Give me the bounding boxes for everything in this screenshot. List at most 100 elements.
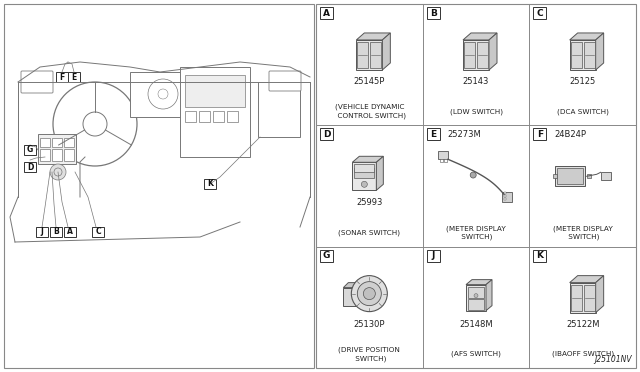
Text: 25125: 25125 — [570, 77, 596, 86]
Circle shape — [351, 276, 387, 312]
Text: 25143: 25143 — [463, 77, 489, 86]
Text: (IBAOFF SWITCH): (IBAOFF SWITCH) — [552, 351, 614, 357]
FancyBboxPatch shape — [320, 7, 333, 19]
FancyBboxPatch shape — [356, 40, 382, 70]
FancyBboxPatch shape — [269, 71, 301, 91]
FancyBboxPatch shape — [584, 285, 595, 311]
Polygon shape — [356, 33, 390, 40]
FancyBboxPatch shape — [584, 42, 595, 68]
Circle shape — [357, 282, 381, 306]
FancyBboxPatch shape — [438, 151, 448, 159]
Text: (DRIVE POSITION
 SWITCH): (DRIVE POSITION SWITCH) — [339, 346, 400, 362]
Polygon shape — [486, 280, 492, 311]
FancyBboxPatch shape — [64, 138, 74, 147]
Text: (LDW SWITCH): (LDW SWITCH) — [449, 108, 502, 115]
FancyBboxPatch shape — [40, 138, 50, 147]
FancyBboxPatch shape — [180, 67, 250, 157]
Polygon shape — [570, 276, 604, 283]
FancyBboxPatch shape — [64, 227, 76, 237]
FancyBboxPatch shape — [464, 42, 475, 68]
FancyBboxPatch shape — [570, 283, 596, 312]
FancyBboxPatch shape — [4, 4, 314, 368]
Text: 24B24P: 24B24P — [554, 130, 586, 139]
Text: (DCA SWITCH): (DCA SWITCH) — [557, 108, 609, 115]
Text: (SONAR SWITCH): (SONAR SWITCH) — [339, 230, 401, 236]
Text: A: A — [67, 228, 73, 237]
FancyBboxPatch shape — [440, 159, 443, 162]
Text: K: K — [207, 180, 213, 189]
FancyBboxPatch shape — [557, 168, 582, 184]
Text: F: F — [537, 130, 543, 139]
Text: 25148M: 25148M — [459, 320, 493, 329]
Text: 25122M: 25122M — [566, 320, 600, 329]
Text: (METER DISPLAY
 SWITCH): (METER DISPLAY SWITCH) — [553, 225, 612, 240]
Text: G: G — [27, 145, 33, 154]
FancyBboxPatch shape — [371, 42, 381, 68]
Text: (METER DISPLAY
 SWITCH): (METER DISPLAY SWITCH) — [446, 225, 506, 240]
FancyBboxPatch shape — [320, 128, 333, 140]
FancyBboxPatch shape — [92, 227, 104, 237]
FancyBboxPatch shape — [258, 82, 300, 137]
Text: F: F — [60, 73, 65, 81]
Text: D: D — [27, 163, 33, 171]
FancyBboxPatch shape — [502, 192, 512, 202]
FancyBboxPatch shape — [199, 111, 210, 122]
FancyBboxPatch shape — [571, 42, 582, 68]
FancyBboxPatch shape — [185, 111, 196, 122]
Text: 25130P: 25130P — [353, 320, 385, 329]
FancyBboxPatch shape — [533, 7, 547, 19]
FancyBboxPatch shape — [504, 195, 506, 197]
FancyBboxPatch shape — [204, 179, 216, 189]
Text: J: J — [431, 251, 435, 260]
FancyBboxPatch shape — [40, 149, 50, 161]
FancyBboxPatch shape — [353, 162, 376, 190]
FancyBboxPatch shape — [343, 288, 359, 306]
FancyBboxPatch shape — [468, 287, 484, 298]
Polygon shape — [463, 33, 497, 40]
Circle shape — [474, 294, 478, 298]
Polygon shape — [489, 33, 497, 70]
Text: J: J — [40, 228, 44, 237]
FancyBboxPatch shape — [357, 42, 369, 68]
FancyBboxPatch shape — [185, 75, 245, 107]
FancyBboxPatch shape — [355, 168, 374, 178]
FancyBboxPatch shape — [504, 198, 506, 200]
FancyBboxPatch shape — [52, 149, 62, 161]
Circle shape — [470, 172, 476, 178]
Text: A: A — [323, 9, 330, 17]
Polygon shape — [343, 283, 364, 288]
FancyBboxPatch shape — [444, 159, 447, 162]
FancyBboxPatch shape — [64, 149, 74, 161]
FancyBboxPatch shape — [355, 164, 374, 172]
FancyBboxPatch shape — [68, 72, 80, 82]
FancyBboxPatch shape — [533, 250, 547, 262]
Polygon shape — [596, 33, 604, 70]
FancyBboxPatch shape — [463, 40, 489, 70]
FancyBboxPatch shape — [24, 162, 36, 172]
Text: C: C — [536, 9, 543, 17]
Text: E: E — [72, 73, 77, 81]
Text: B: B — [53, 228, 59, 237]
FancyBboxPatch shape — [427, 7, 440, 19]
FancyBboxPatch shape — [50, 227, 62, 237]
Text: G: G — [323, 251, 330, 260]
Text: J25101NV: J25101NV — [595, 355, 632, 364]
Circle shape — [362, 181, 367, 187]
Polygon shape — [382, 33, 390, 70]
FancyBboxPatch shape — [320, 250, 333, 262]
Text: E: E — [430, 130, 436, 139]
FancyBboxPatch shape — [227, 111, 238, 122]
Circle shape — [50, 164, 66, 180]
FancyBboxPatch shape — [587, 174, 591, 178]
FancyBboxPatch shape — [504, 192, 506, 194]
Text: D: D — [323, 130, 330, 139]
Polygon shape — [596, 276, 604, 312]
FancyBboxPatch shape — [213, 111, 224, 122]
FancyBboxPatch shape — [427, 128, 440, 140]
FancyBboxPatch shape — [316, 4, 636, 368]
Text: (VEHICLE DYNAMIC
  CONTROL SWITCH): (VEHICLE DYNAMIC CONTROL SWITCH) — [333, 104, 406, 119]
Polygon shape — [376, 156, 383, 190]
FancyBboxPatch shape — [38, 134, 76, 164]
Circle shape — [364, 288, 375, 299]
Polygon shape — [466, 280, 492, 285]
